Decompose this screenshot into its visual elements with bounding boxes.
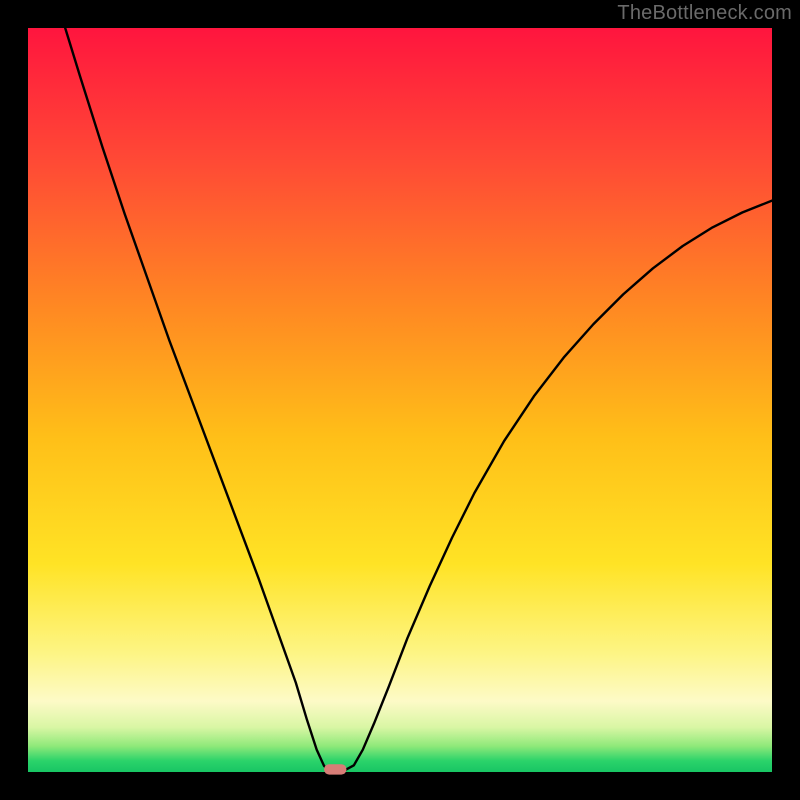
trough-marker	[324, 764, 346, 774]
chart-container: TheBottleneck.com	[0, 0, 800, 800]
watermark-text: TheBottleneck.com	[617, 2, 792, 25]
bottleneck-chart	[0, 0, 800, 800]
